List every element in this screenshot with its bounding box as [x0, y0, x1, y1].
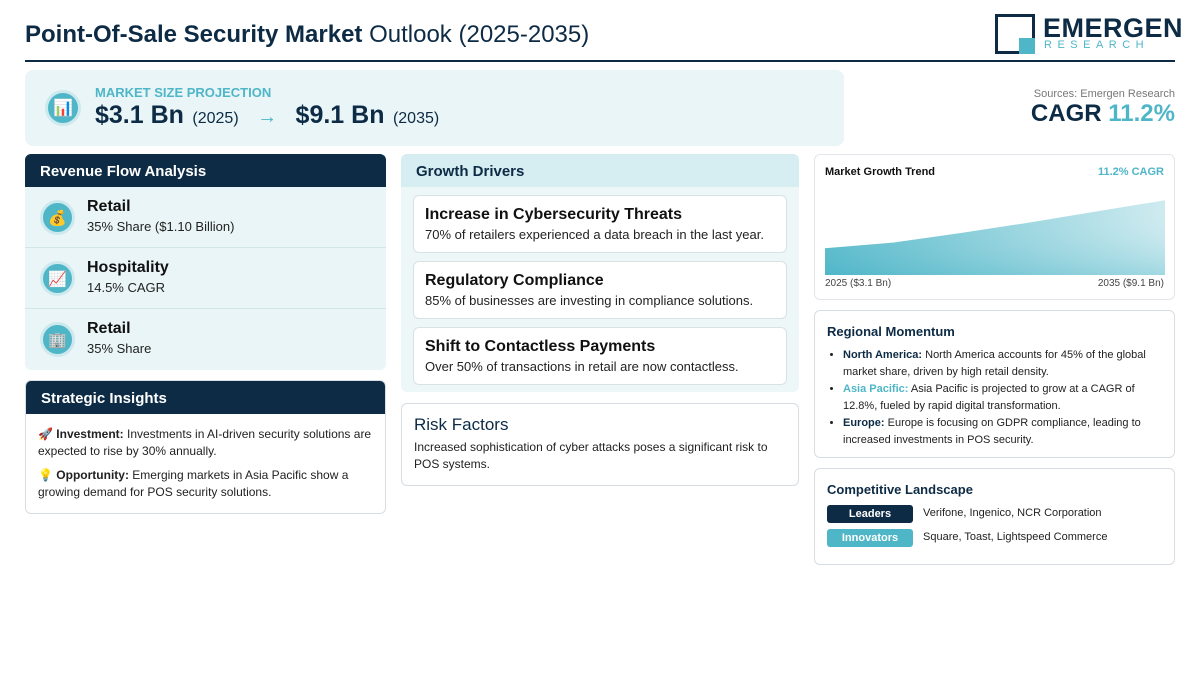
revenue-flow-title: Revenue Flow Analysis [25, 154, 386, 187]
end-year: (2035) [392, 110, 440, 127]
regional-momentum-title: Regional Momentum [827, 324, 955, 339]
innovators-text: Square, Toast, Lightspeed Commerce [923, 531, 1108, 543]
revenue-item-desc: 35% Share ($1.10 Billion) [87, 219, 235, 234]
projection-label: MARKET SIZE PROJECTION [95, 85, 272, 100]
driver-card: Increase in Cybersecurity Threats 70% of… [413, 195, 787, 253]
driver-name: Shift to Contactless Payments [425, 338, 656, 355]
trend-cagr: 11.2% CAGR [1097, 166, 1164, 178]
cagr-value: 11.2% [1108, 100, 1175, 127]
region-text: North America accounts for 45% of the gl… [843, 349, 1146, 378]
innovators-badge: Innovators [827, 529, 913, 547]
growth-area-chart [825, 200, 1165, 275]
bar-chart-icon: 📊 [45, 90, 81, 126]
leaders-text: Verifone, Ingenico, NCR Corporation [923, 507, 1102, 519]
driver-name: Regulatory Compliance [425, 272, 604, 289]
competitive-landscape-title: Competitive Landscape [827, 482, 973, 497]
arrow-right-icon: → [257, 106, 278, 128]
region-item: Asia Pacific: Asia Pacific is projected … [843, 381, 1161, 415]
region-name: Asia Pacific: [843, 383, 909, 395]
page-title: Point-Of-Sale Security Market Outlook (2… [25, 21, 589, 49]
driver-card: Shift to Contactless Payments Over 50% o… [413, 327, 787, 385]
strategic-insights-panel: Strategic Insights 🚀 Investment: Investm… [25, 380, 386, 514]
insight-label: Opportunity: [56, 468, 129, 482]
revenue-flow-panel: Revenue Flow Analysis 💰 Retail 35% Share… [25, 154, 386, 370]
logo-sub: RESEARCH [1044, 39, 1150, 51]
page-header: Point-Of-Sale Security Market Outlook (2… [25, 0, 1183, 62]
cagr-label: CAGR [1030, 100, 1102, 127]
region-text: Asia Pacific is projected to grow at a C… [843, 383, 1135, 412]
driver-card: Regulatory Compliance 85% of businesses … [413, 261, 787, 319]
driver-desc: 70% of retailers experienced a data brea… [425, 227, 764, 242]
office-building-icon: 🏢 [40, 322, 75, 357]
end-value: $9.1 Bn [295, 101, 385, 129]
revenue-item-name: Retail [87, 198, 131, 215]
driver-name: Increase in Cybersecurity Threats [425, 206, 683, 223]
start-year: (2025) [192, 110, 239, 127]
revenue-item-name: Retail [87, 320, 131, 337]
growth-drivers-title: Growth Drivers [401, 154, 799, 187]
revenue-item: 🏢 Retail 35% Share [25, 309, 386, 370]
logo-word: EMERGEN [1043, 13, 1184, 43]
money-bag-icon: 💰 [40, 200, 75, 235]
regional-momentum-panel: Regional Momentum North America: North A… [814, 310, 1175, 458]
title-bold: Point-Of-Sale Security Market [25, 21, 363, 48]
trend-title: Market Growth Trend [825, 166, 936, 178]
market-size-projection: 📊 MARKET SIZE PROJECTION $3.1 Bn (2025) … [25, 70, 844, 146]
region-name: North America: [843, 349, 923, 361]
rocket-icon: 🚀 [38, 427, 53, 441]
sources-note: Sources: Emergen Research [1033, 88, 1175, 100]
emergen-logo: EMERGEN RESEARCH [995, 13, 1183, 56]
revenue-item-desc: 35% Share [87, 341, 152, 356]
market-growth-trend-card: Market Growth Trend 11.2% CAGR 2025 ($3.… [814, 154, 1175, 300]
revenue-item-desc: 14.5% CAGR [87, 280, 166, 295]
trend-chart-icon: 📈 [40, 261, 75, 296]
competitive-landscape-panel: Competitive Landscape Leaders Verifone, … [814, 468, 1175, 565]
insight-label: Investment: [56, 427, 124, 441]
regional-list: North America: North America accounts fo… [843, 347, 1161, 449]
risk-factors-panel: Risk Factors Increased sophistication of… [401, 403, 799, 486]
title-light: Outlook (2025-2035) [369, 21, 590, 48]
driver-desc: 85% of businesses are investing in compl… [425, 293, 754, 308]
strategic-insights-title: Strategic Insights [26, 381, 385, 414]
region-text: Europe is focusing on GDPR compliance, l… [843, 417, 1141, 446]
trend-start-label: 2025 ($3.1 Bn) [825, 278, 892, 289]
cagr-headline: CAGR 11.2% [1031, 100, 1175, 128]
trend-end-label: 2035 ($9.1 Bn) [1097, 278, 1164, 289]
driver-desc: Over 50% of transactions in retail are n… [425, 359, 739, 374]
leaders-badge: Leaders [827, 505, 913, 523]
growth-area-shade [825, 200, 1165, 275]
region-item: Europe: Europe is focusing on GDPR compl… [843, 415, 1161, 449]
revenue-item: 💰 Retail 35% Share ($1.10 Billion) [25, 187, 386, 248]
projection-values: $3.1 Bn (2025) → $9.1 Bn (2035) [95, 101, 439, 130]
insight-text: Investments in AI-driven security soluti… [38, 427, 372, 458]
region-name: Europe: [843, 417, 885, 429]
lightbulb-icon: 💡 [38, 468, 53, 482]
risk-factors-text: Increased sophistication of cyber attack… [414, 440, 768, 471]
risk-factors-title: Risk Factors [414, 415, 509, 434]
revenue-item: 📈 Hospitality 14.5% CAGR [25, 248, 386, 309]
region-item: North America: North America accounts fo… [843, 347, 1161, 381]
insight-opportunity: 💡 Opportunity: Emerging markets in Asia … [26, 467, 385, 501]
logo-mark-icon [995, 14, 1035, 54]
growth-drivers-panel: Growth Drivers Increase in Cybersecurity… [401, 154, 799, 392]
insight-investment: 🚀 Investment: Investments in AI-driven s… [26, 426, 385, 460]
insight-text: Emerging markets in Asia Pacific show a … [38, 468, 349, 499]
revenue-item-name: Hospitality [87, 259, 169, 276]
start-value: $3.1 Bn [95, 101, 184, 129]
